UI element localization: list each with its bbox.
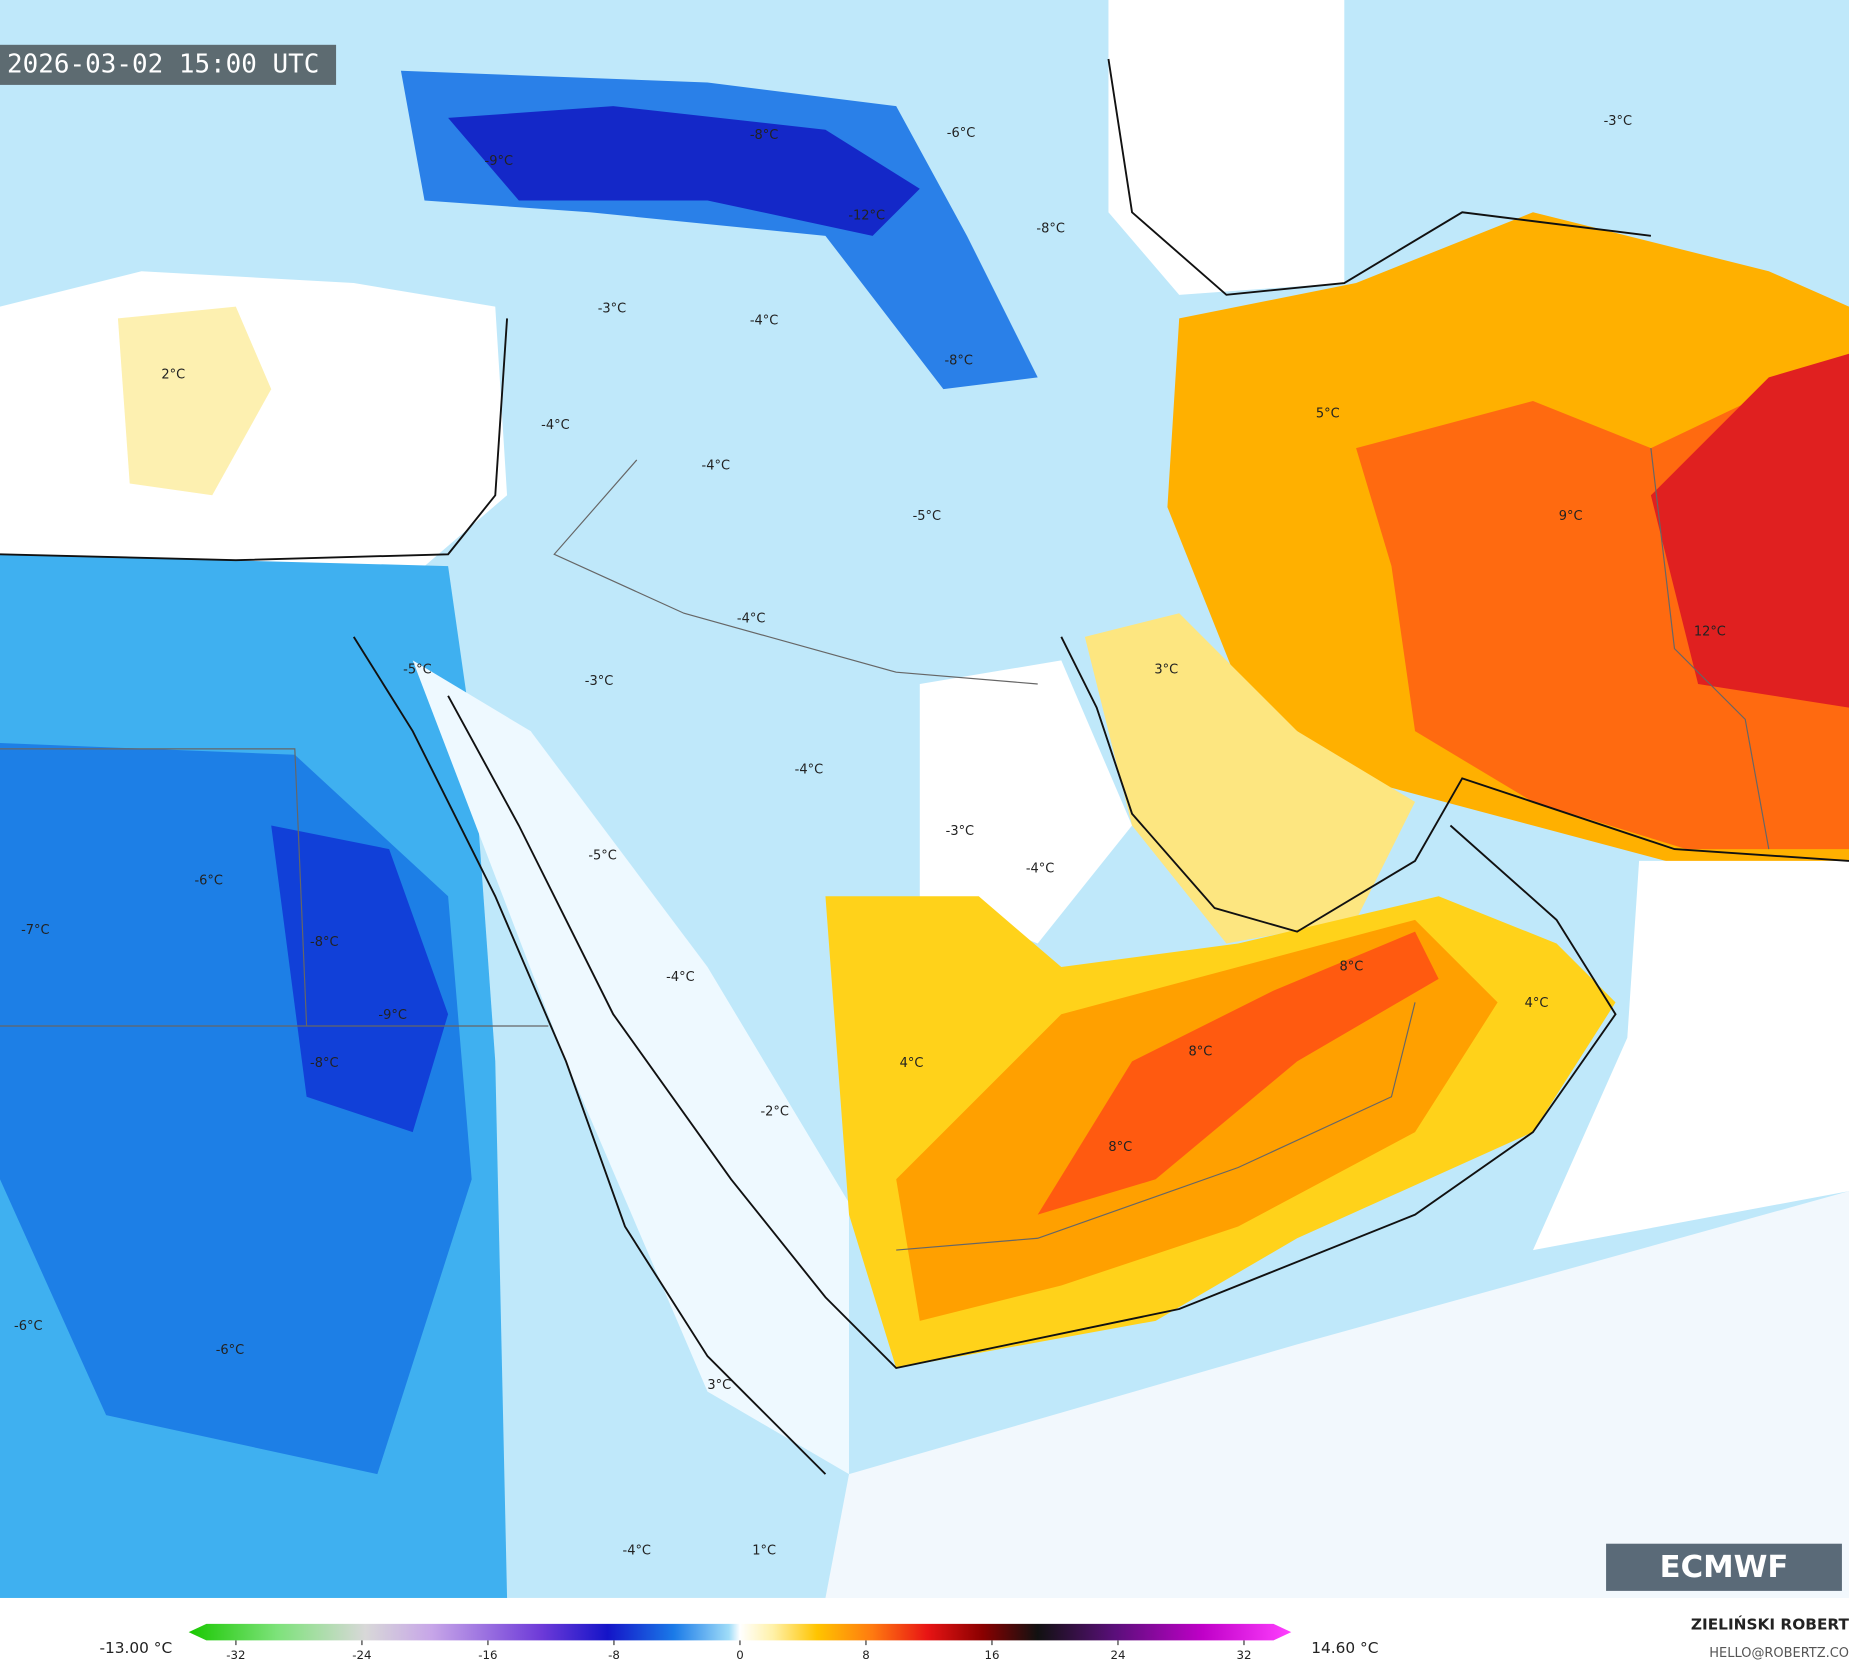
temperature-label: -6°C [14, 1319, 42, 1334]
temperature-label: 3°C [1154, 662, 1178, 677]
colorbar-tick-label: -24 [352, 1648, 371, 1662]
colorbar-max: 14.60 °C [1311, 1639, 1378, 1657]
temperature-label: 1°C [752, 1543, 776, 1558]
temperature-label: -8°C [1036, 221, 1064, 236]
colorbar-tick-label: 16 [984, 1648, 999, 1662]
temperature-label: -3°C [1604, 114, 1632, 129]
temperature-label: -6°C [947, 126, 975, 141]
map-field [0, 0, 1849, 1598]
temperature-label: -4°C [795, 763, 823, 778]
colorbar-tick-label: 0 [736, 1648, 743, 1662]
colorbar [188, 1623, 1292, 1641]
coastlines [0, 58, 1849, 1475]
temperature-label: 3°C [707, 1378, 731, 1393]
temperature-label: -6°C [216, 1343, 244, 1358]
logo: ECMWF [1660, 1550, 1789, 1585]
temperature-label: -5°C [403, 662, 431, 677]
temperature-label: -12°C [848, 208, 885, 223]
temperature-label: 9°C [1559, 509, 1583, 524]
temperature-label: -6°C [194, 873, 222, 888]
temperature-label: -5°C [913, 509, 941, 524]
temperature-label: -9°C [485, 154, 513, 169]
colorbar-tick-label: 24 [1110, 1648, 1125, 1662]
temperature-label: -4°C [541, 418, 569, 433]
colorbar-tick-label: -32 [226, 1648, 245, 1662]
temperature-label: -5°C [588, 849, 616, 864]
borders [0, 448, 1770, 1251]
colorbar-tick-label: -16 [478, 1648, 497, 1662]
temperature-label: -4°C [623, 1543, 651, 1558]
author: ZIELIŃSKI ROBERT [1691, 1615, 1849, 1634]
temperature-label: -4°C [737, 612, 765, 627]
colorbar-ticks: -32 -24 -16 -8 0 8 16 24 32 [226, 1640, 1251, 1662]
timestamp: 2026-03-02 15:00 UTC [7, 49, 319, 79]
timestamp-box [0, 44, 337, 85]
temperature-label: -2°C [760, 1105, 788, 1120]
temperature-label: -3°C [598, 301, 626, 316]
colorbar-tick-label: 32 [1236, 1648, 1251, 1662]
temperature-label: 2°C [161, 368, 185, 383]
temperature-label: -7°C [21, 923, 49, 938]
temperature-label: 5°C [1316, 406, 1340, 421]
colorbar-tick-label: 8 [862, 1648, 869, 1662]
temperature-label: -3°C [946, 824, 974, 839]
temperature-label: 8°C [1189, 1044, 1213, 1059]
temperature-label: -9°C [378, 1008, 406, 1023]
temperature-label: -4°C [666, 970, 694, 985]
temperature-label: 4°C [900, 1056, 924, 1071]
logo-box [1606, 1543, 1842, 1591]
temperature-label: -4°C [702, 458, 730, 473]
temperature-label: 4°C [1525, 996, 1549, 1011]
temperature-label: -8°C [750, 128, 778, 143]
temperature-label: 8°C [1108, 1140, 1132, 1155]
colorbar-min: -13.00 °C [100, 1639, 173, 1657]
temperature-label: 8°C [1339, 960, 1363, 975]
email: HELLO@ROBERTZ.CO [1709, 1646, 1849, 1661]
temperature-label: -4°C [750, 313, 778, 328]
temperature-label: -8°C [310, 935, 338, 950]
colorbar-tick-label: -8 [608, 1648, 620, 1662]
temperature-label: -3°C [585, 674, 613, 689]
temperature-label: -8°C [944, 353, 972, 368]
temperature-labels: -9°C -8°C -6°C -12°C -8°C -3°C -3°C -4°C -8°C 2°C… [14, 114, 1726, 1558]
temperature-label: -8°C [310, 1056, 338, 1071]
temperature-label: 12°C [1694, 625, 1726, 640]
temperature-label: -4°C [1026, 862, 1054, 877]
